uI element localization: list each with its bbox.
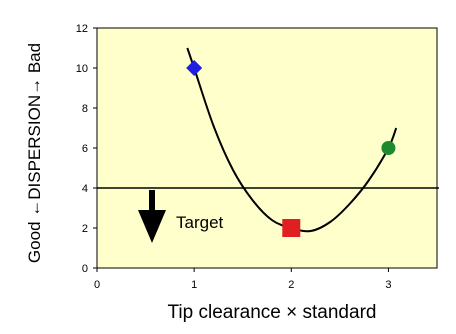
y-axis-label: Good ←DISPERSION→ Bad xyxy=(25,43,44,263)
target-label: Target xyxy=(176,213,224,232)
y-tick-label: 6 xyxy=(82,143,88,155)
target-arrow-icon xyxy=(138,190,166,243)
target-arrow-shaft xyxy=(149,190,155,212)
data-point-diamond xyxy=(186,60,203,76)
y-tick-label: 0 xyxy=(82,263,88,275)
y-tick-labels: 0 2 4 6 8 10 12 xyxy=(76,23,97,275)
target-arrow-head xyxy=(138,210,166,243)
y-tick-label: 2 xyxy=(82,223,88,235)
y-tick-label: 12 xyxy=(76,23,88,35)
x-axis-label: Tip clearance × standard xyxy=(168,302,377,323)
data-point-square xyxy=(282,219,301,237)
x-tick-label: 0 xyxy=(94,279,100,291)
y-tick-label: 8 xyxy=(82,103,88,115)
data-point-circle xyxy=(381,141,396,155)
x-tick-label: 2 xyxy=(288,279,294,291)
y-tick-label: 4 xyxy=(82,183,88,195)
y-tick-label: 10 xyxy=(76,63,88,75)
x-tick-label: 3 xyxy=(385,279,391,291)
x-tick-label: 1 xyxy=(191,279,197,291)
data-points xyxy=(186,60,396,237)
x-tick-labels: 0 1 2 3 xyxy=(94,268,391,291)
